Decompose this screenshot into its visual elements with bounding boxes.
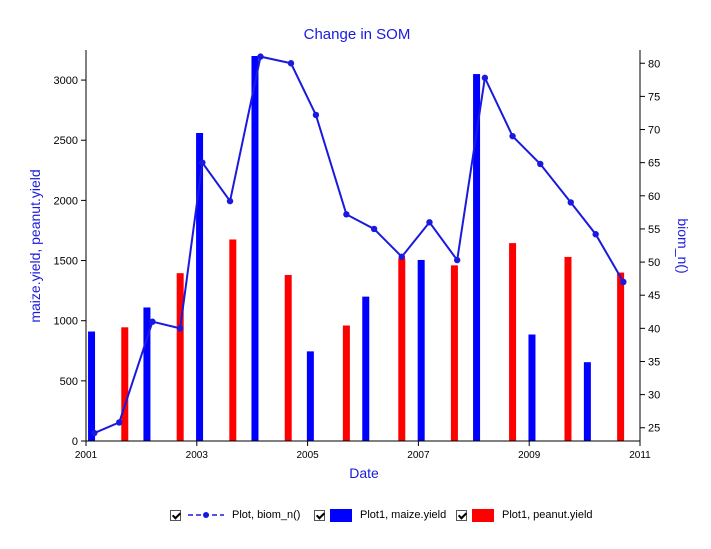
y-right-tick-label: 80 (648, 58, 660, 70)
biom-point (91, 429, 98, 437)
y-left-tick-label: 500 (60, 376, 78, 388)
peanut-swatch-icon (472, 508, 494, 522)
y-left-tick-label: 0 (72, 436, 78, 448)
x-axis-label: Date (349, 465, 379, 481)
biom-point (226, 197, 234, 205)
y-right-tick-label: 75 (648, 91, 660, 103)
biom-point (426, 219, 433, 226)
peanut-bar (398, 258, 406, 441)
maize-bar (306, 351, 314, 441)
biom-point (176, 325, 184, 332)
chart-title: Change in SOM (304, 26, 411, 43)
y-right-tick-label: 70 (648, 125, 660, 137)
y-right-tick-label: 35 (648, 356, 660, 368)
legend-label-biom: Plot, biom_n() (232, 509, 301, 521)
biom-point (287, 60, 295, 67)
x-tick-label: 2009 (518, 450, 541, 461)
checkbox-icon[interactable] (314, 509, 325, 521)
x-tick-label: 2005 (296, 450, 319, 461)
biom-point (398, 253, 405, 260)
x-tick-label: 2001 (75, 450, 98, 461)
y-left-tick-label: 3000 (54, 75, 78, 87)
y-left-tick-label: 1000 (54, 316, 78, 328)
checkbox-icon[interactable] (170, 509, 181, 521)
y-right-tick-label: 60 (648, 191, 660, 203)
maize-bar (417, 259, 425, 441)
chart: Change in SOM 0 500 1000 1500 2000 2500 3000 25… (27, 26, 691, 481)
y-right-tick-label: 50 (648, 257, 660, 269)
legend-item-maize[interactable]: Plot1, maize.yield (314, 505, 446, 525)
y-right-tick-label: 30 (648, 390, 660, 402)
biom-point (592, 231, 599, 238)
legend-item-biom[interactable]: Plot, biom_n() (170, 505, 300, 525)
maize-swatch-icon (330, 508, 352, 522)
biom-point (199, 159, 206, 166)
axes: 0 500 1000 1500 2000 2500 3000 25 30 35 40 45 50 55 60… (54, 50, 660, 461)
y-left-tick-label: 1500 (54, 256, 78, 268)
biom-point (257, 53, 264, 60)
legend-label-peanut: Plot1, peanut.yield (502, 509, 593, 521)
y-left-tick-label: 2000 (54, 195, 78, 207)
legend-item-peanut[interactable]: Plot1, peanut.yield (456, 505, 593, 525)
biom-point (509, 132, 516, 140)
x-tick-label: 2007 (407, 450, 430, 461)
peanut-bar (564, 256, 572, 441)
y-left-tick-label: 2500 (54, 135, 78, 147)
line-layer (91, 53, 627, 437)
biom-point (370, 225, 378, 233)
peanut-bar (450, 265, 458, 441)
checkbox-icon[interactable] (456, 509, 467, 521)
peanut-bar (176, 273, 184, 441)
biom-point (149, 318, 156, 325)
maize-bar (583, 362, 591, 441)
peanut-bar (229, 239, 237, 441)
peanut-bar (509, 243, 517, 441)
bar-layer (88, 56, 625, 442)
biom-point (453, 256, 461, 264)
line-marker-icon (186, 509, 226, 521)
biom-point (567, 199, 574, 206)
y-right-tick-label: 45 (648, 290, 660, 302)
legend: Plot, biom_n() Plot1, maize.yield Plot1,… (0, 505, 711, 527)
biom-point (481, 74, 489, 82)
y-right-tick-label: 65 (648, 158, 660, 170)
maize-bar (362, 296, 370, 441)
peanut-bar (342, 325, 350, 441)
maize-bar (528, 334, 536, 441)
x-tick-label: 2011 (629, 450, 651, 461)
y-right-tick-label: 25 (648, 423, 660, 435)
biom-point (312, 111, 320, 119)
maize-bar (251, 56, 259, 442)
biom-point (620, 278, 627, 286)
biom-point (116, 419, 123, 426)
y-right-tick-label: 55 (648, 224, 660, 236)
y-right-tick-label: 40 (648, 323, 660, 335)
maize-bar (88, 331, 96, 441)
y-axis-right-label: biom_n() (675, 218, 691, 273)
maize-bar (196, 133, 204, 441)
legend-label-maize: Plot1, maize.yield (360, 509, 447, 521)
biom-line (93, 55, 625, 434)
maize-bar (473, 74, 481, 442)
x-tick-label: 2003 (186, 450, 209, 461)
y-axis-left-label: maize.yield, peanut.yield (27, 169, 43, 322)
maize-bar (143, 307, 151, 441)
peanut-bar (617, 272, 625, 441)
peanut-bar (121, 327, 129, 441)
biom-point (343, 211, 350, 218)
peanut-bar (284, 274, 292, 441)
biom-point (537, 160, 544, 168)
